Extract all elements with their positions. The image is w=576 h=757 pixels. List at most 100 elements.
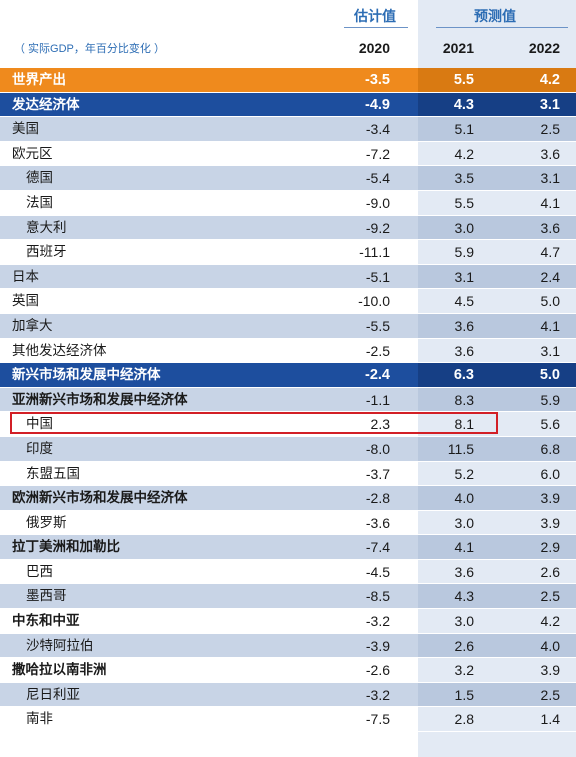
value-2021: 5.5 <box>454 194 474 211</box>
table-row: 其他发达经济体 -2.5 3.6 3.1 <box>0 338 576 364</box>
value-2022: 6.8 <box>540 440 560 457</box>
table-row: 东盟五国 -3.7 5.2 6.0 <box>0 461 576 487</box>
value-2022: 4.0 <box>540 637 560 654</box>
table-row: 巴西 -4.5 3.6 2.6 <box>0 559 576 585</box>
table-header: 估计值 预测值 （ 实际GDP，年百分比变化 ） 2020 2021 2022 <box>0 0 576 70</box>
value-2022: 2.5 <box>540 588 560 605</box>
value-2020: -1.1 <box>365 391 390 408</box>
row-label: 西班牙 <box>26 244 67 260</box>
value-2020: -7.2 <box>365 145 390 162</box>
value-2021: 4.0 <box>454 490 474 507</box>
row-label: 中东和中亚 <box>12 613 80 629</box>
row-label: 印度 <box>26 440 53 456</box>
row-label: 尼日利亚 <box>26 686 80 702</box>
value-2022: 3.6 <box>540 145 560 162</box>
value-2021: 3.6 <box>454 563 474 580</box>
value-2020: -10.0 <box>358 293 390 310</box>
row-label: 欧元区 <box>12 145 53 161</box>
value-2021: 3.2 <box>454 662 474 679</box>
value-2021: 8.1 <box>454 416 474 433</box>
row-label: 发达经济体 <box>12 96 80 112</box>
value-2022: 5.6 <box>540 416 560 433</box>
value-2021: 3.6 <box>454 342 474 359</box>
value-2022: 3.1 <box>540 170 560 187</box>
projection-underline <box>436 27 568 28</box>
value-2021: 5.2 <box>454 465 474 482</box>
value-2021: 3.0 <box>454 514 474 531</box>
value-2020: -4.9 <box>365 96 390 113</box>
table-body: 世界产出 -3.5 5.5 4.2 发达经济体 -4.9 4.3 3.1 美国 -3.4 5.1 2.… <box>0 68 576 733</box>
value-2021: 4.2 <box>454 145 474 162</box>
value-2022: 2.9 <box>540 539 560 556</box>
row-label: 撒哈拉以南非洲 <box>12 662 107 678</box>
row-label: 巴西 <box>26 563 53 579</box>
table-row: 英国 -10.0 4.5 5.0 <box>0 289 576 314</box>
table-row: 俄罗斯 -3.6 3.0 3.9 <box>0 510 576 536</box>
estimate-group-label: 估计值 <box>354 8 396 24</box>
value-2021: 4.3 <box>454 588 474 605</box>
value-2020: 2.3 <box>370 416 390 433</box>
table-row: 德国 -5.4 3.5 3.1 <box>0 166 576 191</box>
value-2022: 1.4 <box>540 711 560 728</box>
value-2020: -9.0 <box>365 194 390 211</box>
value-2021: 8.3 <box>454 391 474 408</box>
row-label: 中国 <box>26 416 53 432</box>
value-2021: 3.0 <box>454 219 474 236</box>
estimate-underline <box>344 27 408 28</box>
row-label: 欧洲新兴市场和发展中经济体 <box>12 490 188 506</box>
value-2020: -5.1 <box>365 268 390 285</box>
value-2020: -11.1 <box>359 244 390 261</box>
value-2021: 11.5 <box>447 440 474 457</box>
value-2021: 3.5 <box>454 170 474 187</box>
value-2021: 6.3 <box>453 367 474 384</box>
value-2021: 2.8 <box>454 711 474 728</box>
table-row: 印度 -8.0 11.5 6.8 <box>0 436 576 462</box>
value-2022: 5.9 <box>540 391 560 408</box>
value-2020: -2.6 <box>365 662 390 679</box>
value-2022: 4.7 <box>540 244 560 261</box>
table-row: 世界产出 -3.5 5.5 4.2 <box>0 68 576 93</box>
value-2021: 3.6 <box>454 317 474 334</box>
value-2022: 3.6 <box>540 219 560 236</box>
row-label: 加拿大 <box>12 317 53 333</box>
unit-note: （ 实际GDP，年百分比变化 ） <box>14 43 165 55</box>
value-2021: 4.3 <box>453 96 474 113</box>
table-row: 拉丁美洲和加勒比 -7.4 4.1 2.9 <box>0 535 576 560</box>
row-label: 日本 <box>12 268 39 284</box>
table-row: 欧洲新兴市场和发展中经济体 -2.8 4.0 3.9 <box>0 486 576 511</box>
value-2021: 2.6 <box>454 637 474 654</box>
value-2020: -3.2 <box>365 686 390 703</box>
value-2021: 5.5 <box>453 72 474 88</box>
value-2022: 5.0 <box>539 367 560 384</box>
row-label: 亚洲新兴市场和发展中经济体 <box>12 391 188 407</box>
value-2022: 3.9 <box>540 662 560 679</box>
value-2022: 3.1 <box>539 96 560 113</box>
row-label: 俄罗斯 <box>26 514 67 530</box>
value-2022: 3.9 <box>540 514 560 531</box>
table-row: 加拿大 -5.5 3.6 4.1 <box>0 313 576 339</box>
row-label: 新兴市场和发展中经济体 <box>12 367 161 383</box>
row-label: 南非 <box>26 711 53 727</box>
table-row: 墨西哥 -8.5 4.3 2.5 <box>0 584 576 610</box>
row-label: 墨西哥 <box>26 588 67 604</box>
value-2020: -7.4 <box>365 539 390 556</box>
table-row: 沙特阿拉伯 -3.9 2.6 4.0 <box>0 633 576 659</box>
value-2021: 1.5 <box>454 686 474 703</box>
value-2021: 4.1 <box>454 539 474 556</box>
value-2020: -7.5 <box>365 711 390 728</box>
value-2022: 2.6 <box>540 563 560 580</box>
value-2020: -2.5 <box>365 342 390 359</box>
value-2020: -8.0 <box>365 440 390 457</box>
value-2020: -3.6 <box>365 514 390 531</box>
table-row: 新兴市场和发展中经济体 -2.4 6.3 5.0 <box>0 363 576 388</box>
row-label: 意大利 <box>26 219 67 235</box>
row-label: 沙特阿拉伯 <box>26 637 94 653</box>
row-label: 其他发达经济体 <box>12 342 107 358</box>
table-row: 法国 -9.0 5.5 4.1 <box>0 190 576 216</box>
year-2021-header: 2021 <box>442 40 474 56</box>
value-2022: 3.1 <box>540 342 560 359</box>
table-row: 亚洲新兴市场和发展中经济体 -1.1 8.3 5.9 <box>0 387 576 413</box>
value-2020: -5.4 <box>365 170 390 187</box>
value-2022: 5.0 <box>540 293 560 310</box>
table-row: 发达经济体 -4.9 4.3 3.1 <box>0 92 576 118</box>
